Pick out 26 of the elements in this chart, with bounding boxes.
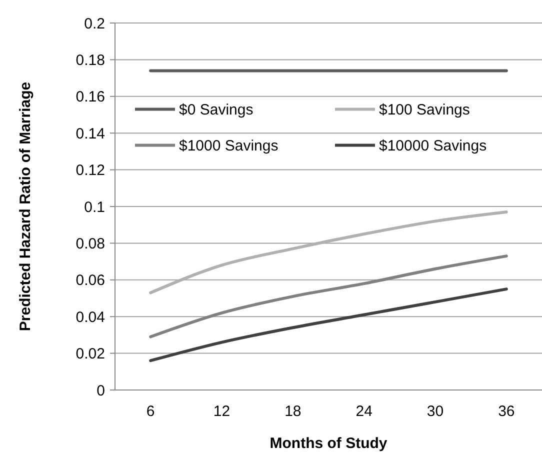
y-tick-label: 0.04 <box>76 308 105 326</box>
y-tick-label: 0.12 <box>76 162 105 180</box>
x-tick-label: 36 <box>498 403 515 420</box>
y-tick-label: 0.08 <box>76 235 105 252</box>
x-tick-label: 24 <box>356 403 372 420</box>
legend-label: $0 Savings <box>179 101 254 118</box>
y-tick-label: 0.1 <box>84 198 105 216</box>
x-tick-label: 30 <box>426 403 444 420</box>
y-tick-label: 0.2 <box>84 15 105 32</box>
y-tick-label: 0.14 <box>76 125 105 142</box>
x-tick-label: 18 <box>284 403 302 420</box>
x-tick-label: 6 <box>146 403 155 420</box>
y-tick-label: 0 <box>96 382 105 400</box>
legend-label: $10000 Savings <box>379 137 487 154</box>
line-series <box>149 288 508 362</box>
y-axis-title: Predicted Hazard Ratio of Marriage <box>17 82 34 332</box>
legend-label: $1000 Savings <box>179 137 278 154</box>
y-tick-label: 0.02 <box>76 346 105 363</box>
x-tick-label: 12 <box>213 403 230 420</box>
y-tick-label: 0.06 <box>76 272 105 290</box>
x-axis-title: Months of Study <box>270 435 388 452</box>
legend-label: $100 Savings <box>379 101 470 118</box>
y-tick-label: 0.16 <box>76 88 105 106</box>
y-tick-label: 0.18 <box>76 52 105 69</box>
line-series <box>149 210 508 294</box>
line-series <box>149 254 508 338</box>
